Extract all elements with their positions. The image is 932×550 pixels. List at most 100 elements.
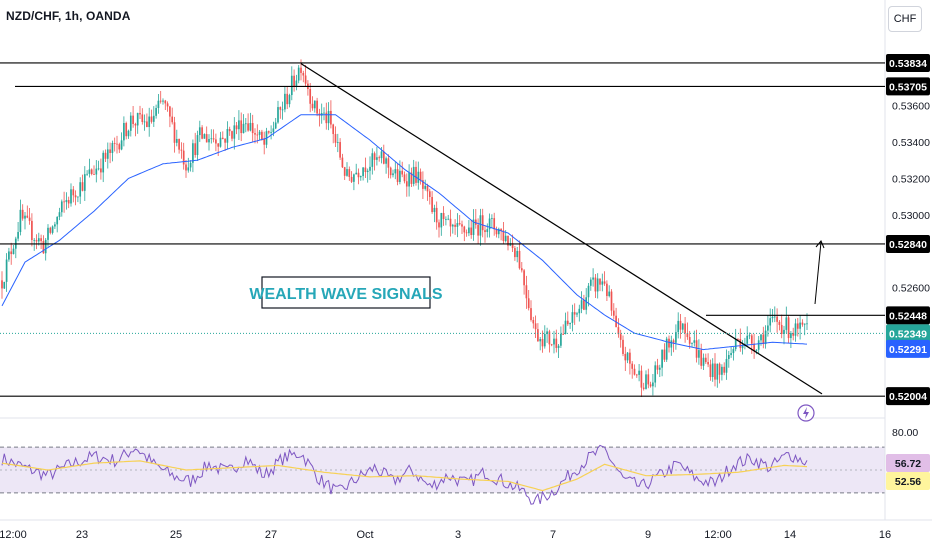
candle-body — [431, 196, 433, 213]
candle — [217, 143, 220, 156]
price-tick-label: 0.53000 — [892, 210, 930, 222]
rsi-band-background — [0, 447, 885, 493]
candle — [787, 315, 790, 344]
candle-body — [626, 352, 629, 361]
candle — [247, 113, 249, 132]
candle-body — [419, 171, 422, 181]
candle — [238, 110, 240, 141]
price-tick-label: 0.53200 — [892, 173, 930, 185]
candle — [500, 228, 502, 241]
candle-body — [727, 355, 730, 359]
candle-body — [686, 333, 689, 338]
candle-body — [33, 239, 36, 241]
candle-body — [157, 100, 160, 109]
candle — [385, 156, 387, 174]
candle — [182, 142, 185, 170]
candle-body — [527, 298, 530, 309]
descending-trendline — [300, 63, 823, 395]
candle-body — [281, 109, 284, 111]
candle-body — [83, 174, 86, 191]
candle-body — [148, 116, 151, 128]
candle-body — [189, 162, 192, 168]
candle-body — [79, 182, 82, 197]
candle-body — [284, 93, 286, 110]
candle — [599, 278, 601, 292]
candle-body — [714, 363, 716, 380]
candle-body — [661, 349, 663, 368]
candle-body — [150, 116, 153, 122]
candle — [606, 280, 608, 302]
candle — [311, 96, 314, 111]
candle-body — [435, 207, 438, 223]
candle-body — [484, 230, 486, 233]
candle — [295, 74, 298, 91]
candle-body — [118, 144, 121, 150]
candle-body — [17, 232, 19, 239]
rsi-ma-value-tag-text: 52.56 — [895, 476, 921, 488]
candle-body — [691, 342, 693, 344]
candle-body — [359, 176, 362, 178]
candle-body — [502, 230, 505, 242]
candle — [785, 306, 788, 334]
candle-body — [773, 316, 776, 318]
candle-body — [539, 338, 542, 342]
candle — [378, 155, 381, 162]
candle — [113, 137, 116, 152]
candle — [173, 116, 176, 153]
candle — [31, 213, 33, 247]
candle-body — [693, 340, 696, 343]
candle — [624, 346, 627, 372]
candle-body — [737, 338, 739, 340]
candle — [297, 65, 300, 84]
candle-body — [587, 285, 590, 298]
rsi-pane — [0, 444, 885, 505]
candle — [104, 149, 107, 163]
candle — [472, 209, 475, 241]
candle-body — [217, 143, 220, 147]
candle — [493, 212, 496, 236]
candle — [412, 159, 415, 187]
candle — [224, 138, 226, 151]
currency-button[interactable]: CHF — [888, 6, 922, 32]
candle — [210, 129, 213, 144]
candle — [451, 223, 454, 234]
level-price-tag: 0.52448 — [886, 306, 930, 325]
candle — [242, 114, 245, 134]
candle — [668, 335, 670, 353]
candle-body — [557, 345, 560, 348]
candle-body — [493, 218, 496, 230]
candle — [497, 227, 500, 239]
candle-body — [65, 200, 68, 203]
candle-body — [215, 139, 217, 144]
candle-body — [543, 333, 546, 347]
candle-body — [364, 167, 367, 173]
candle-body — [297, 67, 300, 81]
candle-body — [723, 366, 726, 373]
candle-body — [470, 227, 473, 236]
candle — [302, 70, 305, 83]
candle-body — [389, 167, 392, 176]
candle-body — [514, 248, 516, 258]
candle-body — [129, 115, 132, 131]
candle — [355, 163, 358, 175]
candle-body — [270, 132, 272, 133]
candle — [433, 204, 436, 223]
candle-body — [532, 319, 535, 324]
candle-body — [28, 217, 31, 221]
candle-body — [730, 353, 732, 356]
candle-body — [100, 168, 102, 173]
rsi-ma-value-tag: 52.56 — [886, 472, 930, 490]
candle-body — [125, 122, 128, 137]
candle-body — [334, 134, 337, 143]
candle-body — [385, 158, 387, 164]
candle-body — [721, 366, 723, 375]
lightning-icon[interactable] — [797, 404, 815, 422]
candle — [346, 162, 348, 177]
candle-body — [203, 134, 206, 139]
candle — [486, 223, 489, 238]
candle — [422, 171, 424, 199]
candle — [21, 204, 24, 221]
candle — [463, 225, 466, 242]
candle — [555, 329, 558, 353]
